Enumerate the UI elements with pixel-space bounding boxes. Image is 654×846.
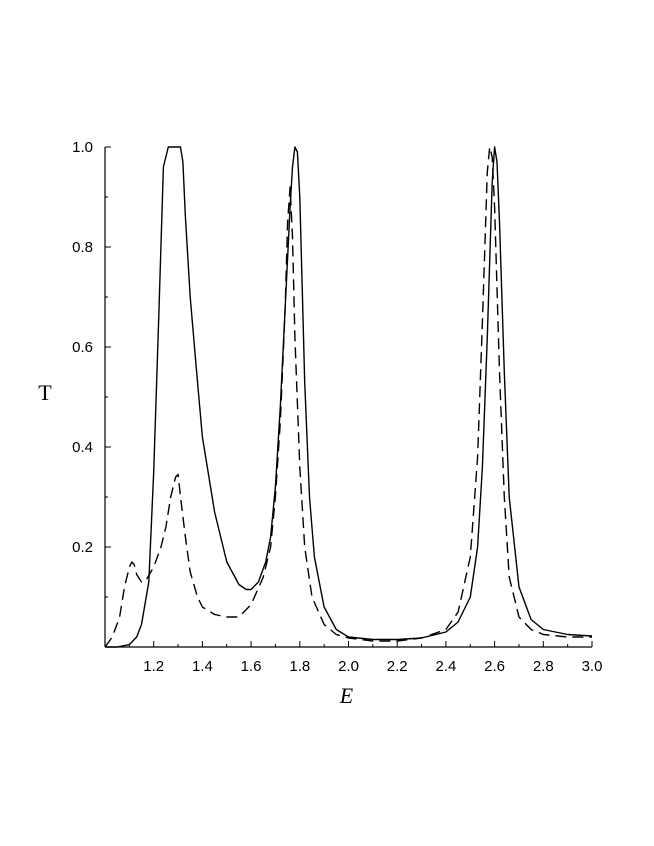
x-tick-label: 1.2 (143, 658, 164, 675)
x-tick-label: 2.8 (533, 658, 554, 675)
x-tick-label: 3.0 (582, 658, 603, 675)
series-line-solid (105, 146, 593, 648)
x-tick-label: 2.0 (338, 658, 359, 675)
x-tick-label: 1.8 (289, 658, 310, 675)
y-tick-label: 0.2 (72, 539, 93, 556)
x-tick-label: 2.2 (387, 658, 408, 675)
x-tick-label: 1.4 (192, 658, 213, 675)
x-axis-label: E (339, 683, 354, 708)
y-tick-label: 0.4 (72, 439, 93, 456)
y-ticks: 0.2 0.4 0.6 0.8 1.0 (72, 139, 111, 598)
series-group (104, 146, 593, 648)
x-tick-label: 2.4 (435, 658, 456, 675)
axes (104, 147, 592, 648)
y-axis-label: T (38, 380, 52, 405)
y-tick-label: 0.6 (72, 339, 93, 356)
y-tick-label: 1.0 (72, 139, 93, 156)
x-ticks: 1.2 1.4 1.6 1.8 2.0 2.2 2.4 2.6 2.8 3.0 (128, 641, 603, 675)
x-tick-label: 2.6 (484, 658, 505, 675)
x-tick-label: 1.6 (241, 658, 262, 675)
series-line-dashed (104, 146, 592, 648)
y-tick-label: 0.8 (72, 239, 93, 256)
